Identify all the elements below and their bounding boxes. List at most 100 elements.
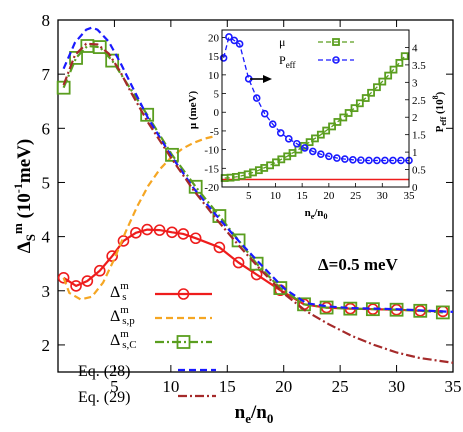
inset-right-tick-label: 3.5: [412, 60, 426, 72]
inset-left-axis-title: μ (meV): [187, 91, 199, 130]
main-y-tick-label: 2: [42, 336, 51, 355]
inset-data-point-peff: [284, 135, 293, 143]
data-point-s: [213, 241, 226, 254]
data-point-sC: [69, 51, 83, 65]
inset-data-point-mu: [316, 130, 325, 139]
data-point-sC: [105, 53, 120, 68]
inset-data-point-peff: [357, 156, 365, 164]
inset-x-axis-title: ne/n0: [305, 207, 328, 221]
main-plot-frame: [57, 19, 454, 373]
inset-right-axis-title-symbol: P: [434, 125, 446, 132]
data-point-s: [117, 235, 130, 247]
inset-background: [222, 30, 409, 187]
inset-data-point-peff: [301, 144, 309, 152]
main-y-tick-label: 4: [42, 228, 51, 247]
inset-x-tick-label: 5: [246, 190, 252, 202]
inset-x-axis-title-sub: e: [311, 212, 315, 221]
inset-x-axis-title-part: n: [305, 207, 311, 219]
main-y-axis-title-unit: (10: [14, 193, 35, 223]
inset-x-axis-title-sub2: 0: [323, 212, 327, 221]
main-x-tick-label: 35: [445, 377, 462, 396]
inset-right-tick-label: 4: [412, 42, 418, 54]
main-x-tick-label: 10: [162, 377, 179, 396]
main-y-tick-label: 7: [42, 65, 51, 84]
main-y-axis-title-symbol: Δ: [14, 241, 35, 253]
main-y-axis-title-unit-sup: -1: [11, 183, 25, 193]
data-point-s: [141, 223, 153, 236]
legend-label-s: Δm s: [110, 280, 129, 303]
inset-data-point-peff: [309, 147, 317, 156]
inset-data-point-mu: [339, 113, 348, 122]
series-line-sp: [62, 134, 217, 301]
inset-legend-marker-peff: [332, 56, 340, 64]
data-point-s: [81, 275, 94, 287]
inset-data-point-mu: [333, 118, 342, 126]
data-point-sC: [249, 256, 264, 271]
inset-x-tick-label: 30: [377, 190, 389, 202]
inset-left-tick-label: 15: [208, 51, 220, 63]
inset-data-point-peff: [341, 155, 349, 163]
series-line-eq29: [62, 42, 454, 364]
main-x-tick-label: 30: [388, 377, 405, 396]
legend-marker-s: [177, 288, 190, 300]
inset-right-tick-label: 1: [412, 147, 418, 159]
inset-x-tick-label: 20: [323, 190, 335, 202]
main-x-axis-title-tail: /n: [250, 402, 267, 423]
inset-right-tick-label: 1.5: [412, 130, 426, 142]
inset-left-tick-label: 5: [214, 89, 220, 101]
inset-left-tick-label: 20: [208, 32, 220, 44]
main-legend: Δm sΔm s,pΔm s,C Eq. (28) Eq. (29): [78, 280, 216, 406]
legend-label-sC: Δm s,C: [110, 328, 137, 351]
data-point-sC: [140, 107, 155, 122]
inset-x-tick-label: 25: [350, 190, 362, 202]
inset-x-tick-label: 35: [404, 190, 416, 202]
data-point-sC: [435, 305, 450, 320]
inset-data-point-peff: [333, 154, 341, 162]
data-point-s: [130, 227, 142, 239]
inset-data-point-peff: [260, 109, 269, 118]
inset-data-point-mu: [395, 58, 404, 67]
inset-data-point-peff: [397, 156, 405, 165]
main-x-axis-title-part: n: [235, 402, 246, 423]
legend-label-eq28: Eq. (28): [78, 363, 130, 380]
main-y-tick-label: 8: [42, 11, 51, 30]
inset-ticks: 5 10 15 20 25 30 35 -20 -15 -10 -5 0 5 10 15 20 0 0.5 1 1.5…: [204, 32, 426, 202]
data-point-s: [166, 226, 178, 239]
inset-legend-label-mu: μ: [279, 35, 285, 49]
inset-data-point-mu: [355, 99, 364, 108]
inset-data-point-mu: [322, 126, 331, 135]
inset-right-axis-title-sub: eff: [439, 116, 448, 125]
inset-x-tick-label: 15: [297, 190, 309, 202]
inset-data-point-mu: [350, 104, 359, 113]
inset-right-tick-label: 0.5: [412, 165, 426, 177]
inset-right-tick-label: 2: [412, 112, 418, 124]
inset-data-point-mu: [389, 65, 398, 74]
data-point-s: [70, 280, 82, 292]
inset-series: [219, 33, 413, 182]
inset-series-line-mu: [224, 55, 406, 179]
legend-label-sp: Δm s,p: [110, 304, 135, 327]
inset-right-tick-label: 2.5: [412, 95, 426, 107]
main-x-tick-label: 15: [219, 377, 236, 396]
inset-left-tick-label: 0: [214, 107, 220, 119]
series-line-eq28: [62, 26, 454, 313]
main-y-axis-title: ΔSm (10-1meV): [10, 139, 38, 253]
inset-left-tick-label: -10: [204, 145, 219, 157]
main-x-axis-title-sub2: 0: [267, 411, 274, 426]
inset-data-point-peff: [235, 40, 244, 48]
inset-left-tick-label: 10: [208, 70, 220, 82]
inset-legend-label-peff: Peff: [279, 53, 296, 70]
main-x-tick-label: 25: [332, 377, 349, 396]
inset-data-point-mu: [400, 52, 409, 61]
inset-right-tick-label: 0: [412, 182, 418, 194]
inset-data-point-peff: [276, 129, 285, 137]
inset-data-point-peff: [365, 156, 373, 165]
main-y-axis-title-unit-tail: meV): [14, 139, 35, 183]
inset-data-point-peff: [292, 139, 301, 148]
inset-data-point-mu: [373, 83, 381, 92]
main-x-tick-label: 20: [275, 377, 292, 396]
inset-data-point-mu: [361, 94, 370, 102]
inset-data-point-peff: [381, 156, 389, 165]
